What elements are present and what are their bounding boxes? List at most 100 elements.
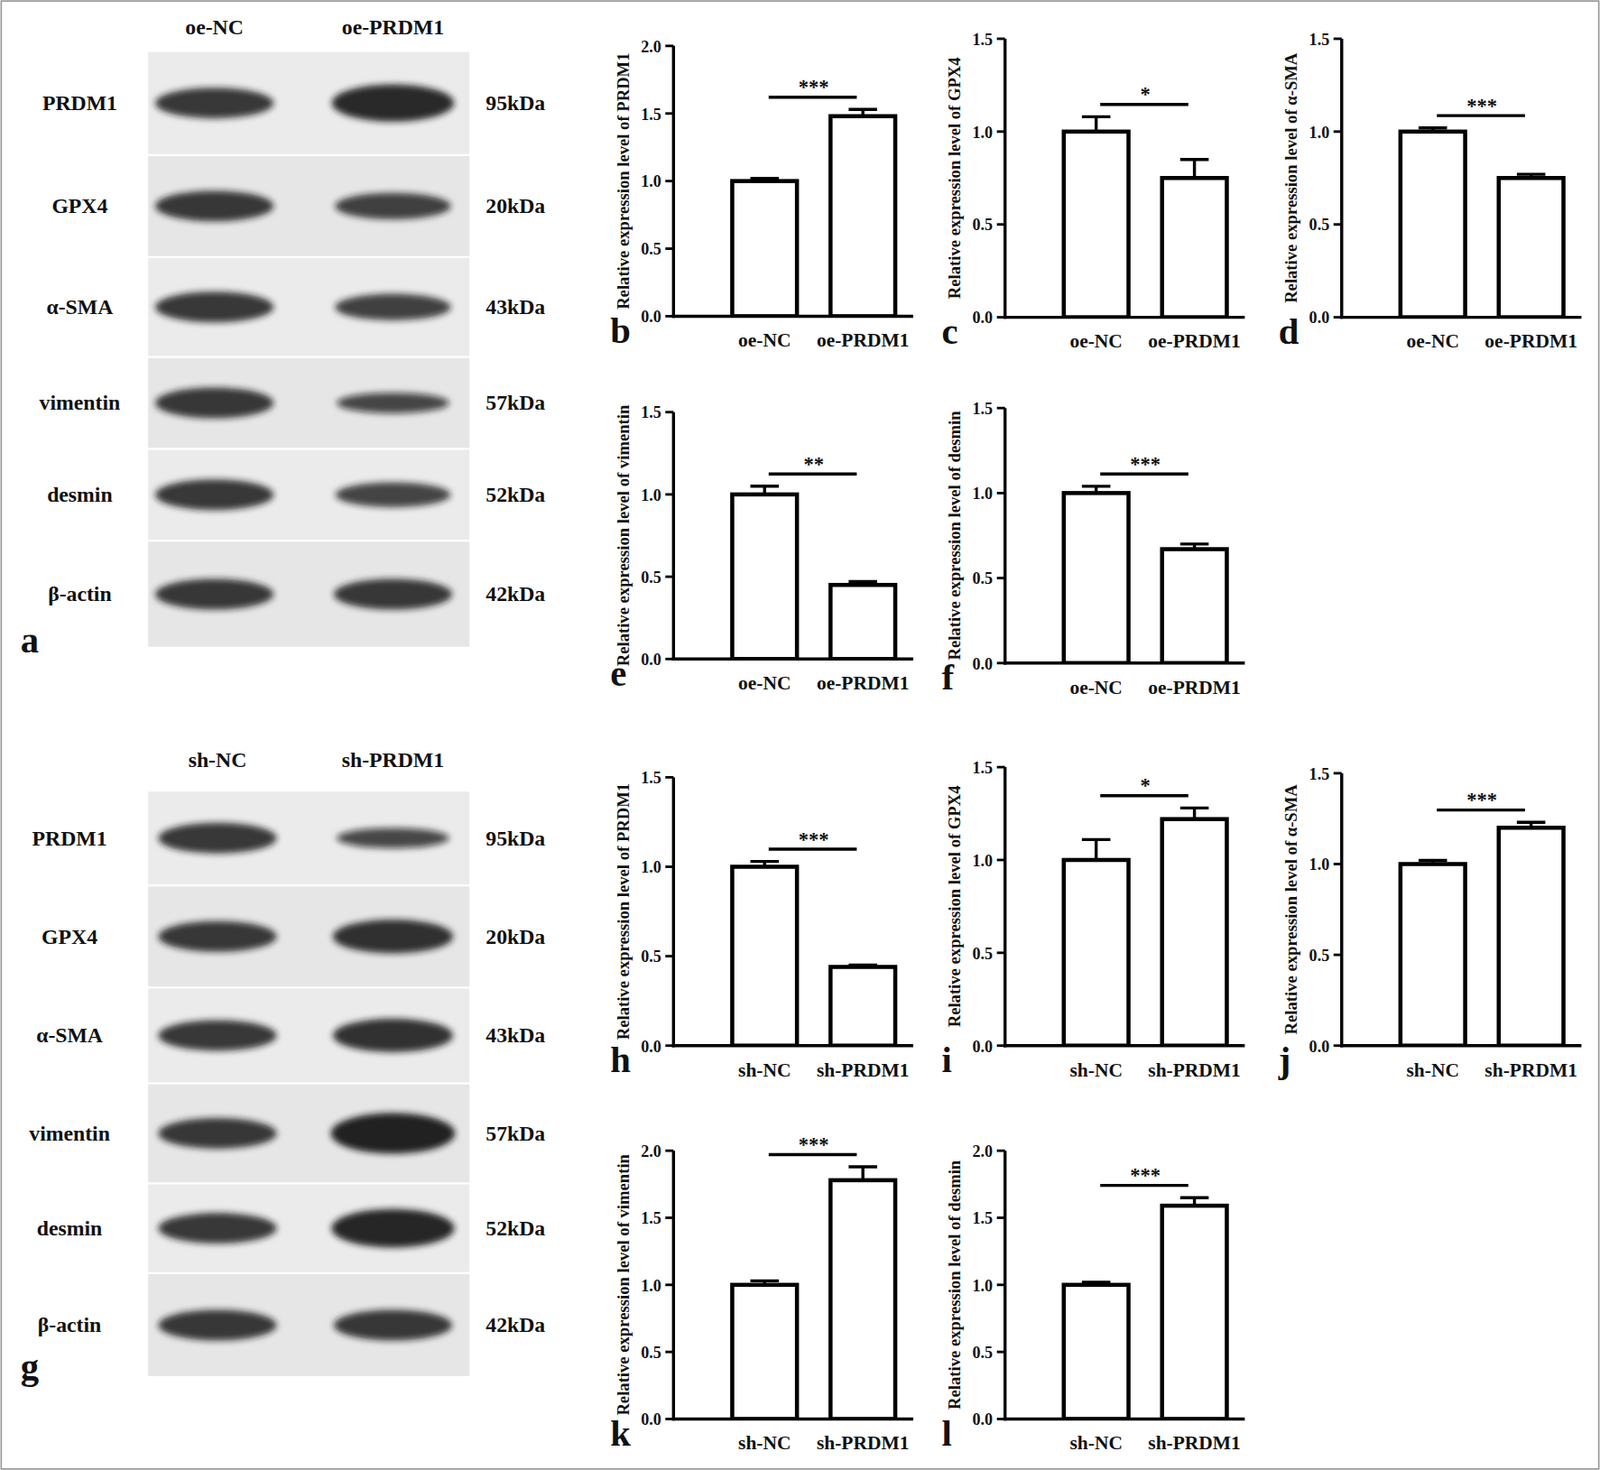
y-tick-label: 0.5	[640, 568, 662, 587]
y-tick	[997, 576, 1006, 580]
y-axis	[1340, 38, 1343, 319]
x-axis	[1340, 1044, 1582, 1047]
y-axis-label: Relative expression level of PRDM1	[613, 783, 633, 1040]
category-label: sh-PRDM1	[816, 1432, 910, 1454]
y-axis-label: Relative expression level of vimentin	[613, 404, 633, 666]
category-label: sh-NC	[738, 1059, 791, 1082]
bar-chart: sh-NCsh-PRDM10.00.51.01.52.0Relative exp…	[942, 1142, 1246, 1454]
error-cap	[1180, 542, 1210, 546]
x-axis	[672, 1044, 914, 1047]
y-tick	[665, 1216, 674, 1220]
category-label: oe-PRDM1	[816, 672, 910, 694]
band	[333, 1310, 453, 1342]
y-tick-label: 1.5	[640, 1209, 662, 1228]
error-bar	[1516, 174, 1546, 178]
y-tick	[997, 1350, 1006, 1354]
marks	[731, 486, 896, 660]
bar	[830, 584, 896, 659]
y-tick-label: 1.0	[1309, 855, 1331, 874]
error-cap	[749, 860, 779, 863]
panel-letter: b	[610, 310, 631, 352]
category-label: sh-NC	[738, 1432, 791, 1454]
band	[157, 1019, 277, 1051]
error-cap	[848, 580, 878, 583]
y-tick	[997, 859, 1006, 862]
blot-strip	[147, 1183, 470, 1272]
y-tick-label: 2.0	[640, 1142, 662, 1161]
band	[155, 190, 274, 222]
y-axis-label: Relative expression level of desmin	[944, 410, 964, 661]
y-tick	[1333, 771, 1342, 775]
y-tick-label: 0.0	[640, 1037, 662, 1056]
error-cap	[1418, 126, 1448, 130]
band	[332, 919, 454, 953]
panel-letter: f	[942, 656, 955, 698]
band	[155, 291, 274, 323]
bar	[731, 494, 797, 659]
y-axis	[1003, 767, 1007, 1047]
blot-panel: sh-NCsh-PRDM1gPRDM195kDaGPX420kDaα-SMA43…	[20, 748, 546, 1388]
significance-label: ***	[798, 1133, 830, 1157]
y-tick-label: 1.5	[1309, 765, 1331, 784]
protein-label: GPX4	[51, 194, 108, 218]
bar	[731, 867, 797, 1046]
y-tick-label: 1.0	[640, 1276, 662, 1295]
x-axis	[672, 314, 914, 318]
error-stem	[860, 1166, 864, 1181]
blot-strip	[147, 988, 470, 1083]
y-tick-label: 0.5	[1309, 946, 1331, 965]
y-tick	[665, 179, 674, 183]
y-tick	[665, 492, 674, 496]
error-bar	[749, 1280, 779, 1285]
y-axis	[1003, 38, 1007, 319]
protein-label: PRDM1	[42, 91, 118, 115]
y-tick	[997, 1283, 1006, 1286]
y-tick-label: 1.5	[972, 758, 994, 777]
y-tick	[665, 247, 674, 250]
size-label: 95kDa	[485, 826, 546, 851]
band	[157, 1310, 277, 1342]
y-axis	[1340, 773, 1343, 1048]
y-axis	[672, 412, 676, 661]
y-axis-label: Relative expression level of GPX4	[944, 56, 964, 299]
significance-label: **	[803, 453, 824, 476]
category-label: sh-PRDM1	[816, 1059, 910, 1082]
panel-letter: l	[942, 1413, 953, 1454]
bar-chart: sh-NCsh-PRDM10.00.51.01.5Relative expres…	[942, 758, 1246, 1082]
protein-label: PRDM1	[32, 826, 108, 851]
size-label: 57kDa	[485, 1121, 546, 1146]
bar-chart: oe-NCoe-PRDM10.00.51.01.5Relative expres…	[942, 399, 1246, 699]
bar-chart: oe-NCoe-PRDM10.00.51.01.5Relative expres…	[610, 403, 914, 694]
y-tick-label: 1.0	[972, 484, 994, 503]
y-tick	[665, 1044, 674, 1047]
marks	[731, 1166, 896, 1419]
significance-label: *	[1139, 83, 1150, 106]
bar	[1498, 827, 1564, 1046]
error-bar	[1180, 159, 1210, 179]
category-label: oe-PRDM1	[1484, 330, 1578, 352]
band	[333, 579, 453, 611]
y-tick	[665, 776, 674, 779]
error-bar	[749, 861, 779, 868]
y-tick-label: 0.5	[640, 1343, 662, 1362]
y-tick-label: 2.0	[640, 37, 662, 56]
blot-strip	[147, 886, 470, 987]
y-tick-label: 1.0	[640, 858, 662, 877]
error-stem	[1094, 116, 1098, 131]
band	[331, 1112, 456, 1154]
y-tick	[1333, 862, 1342, 866]
error-cap	[1082, 838, 1111, 842]
error-bar	[749, 486, 779, 495]
bar	[1063, 1285, 1129, 1420]
bar	[1063, 131, 1129, 318]
band	[334, 294, 451, 321]
error-bar	[1516, 822, 1546, 828]
protein-label: desmin	[36, 1216, 103, 1240]
error-bar	[1180, 1197, 1210, 1206]
category-label: sh-NC	[1069, 1059, 1122, 1082]
category-label: oe-NC	[738, 672, 791, 694]
band	[155, 388, 274, 419]
blot-strip	[147, 450, 470, 540]
lane-label: oe-NC	[184, 15, 244, 39]
bar	[1498, 177, 1564, 317]
